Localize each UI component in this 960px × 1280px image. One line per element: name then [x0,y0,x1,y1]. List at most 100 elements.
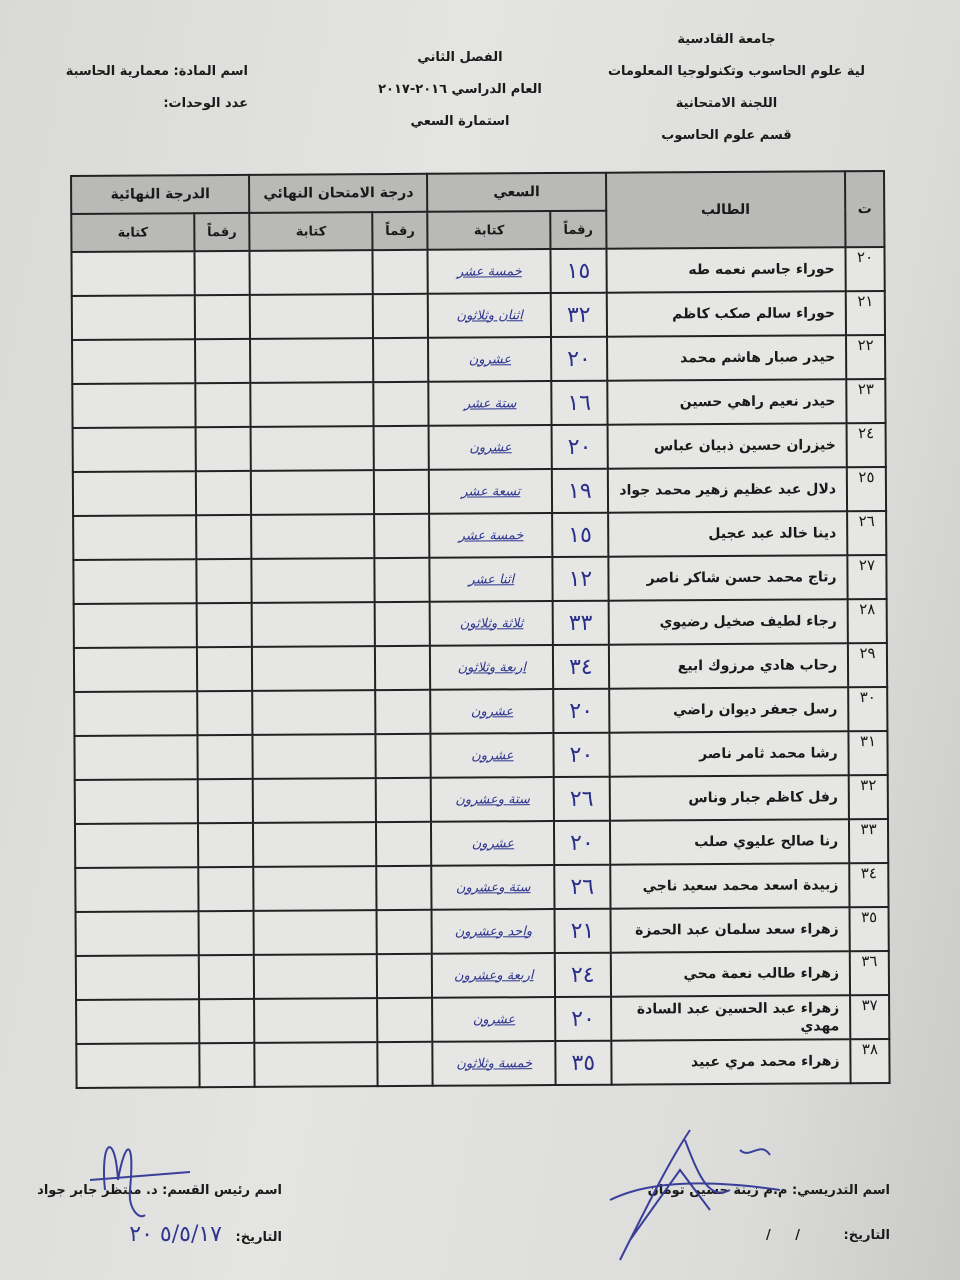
exam-digits [375,689,431,735]
exam-writing [250,338,374,383]
grades-table: ت الطالب السعي درجة الامتحان النهائي الد… [70,170,891,1089]
table-row: ٣٠ رسل جعفر ديوان راضي ٢٠ عشرون [74,686,888,736]
department-name: قسم علوم الحاسوب [661,128,792,143]
exam-writing [251,514,375,559]
row-index: ٢٥ [846,467,887,512]
table-row: ٢٤ خيزران حسين ذبيان عباس ٢٠ عشرون [72,423,886,472]
exam-digits [375,777,432,823]
final-writing [73,647,198,692]
department-head-name: اسم رئيس القسم: د. منتظر جابر جواد [37,1183,282,1198]
exam-writing [253,822,377,867]
student-name: رتاج محمد حسن شاكر ناصر [607,555,848,601]
final-writing [75,955,199,1000]
exam-digits [377,1041,433,1087]
coursework-digits: ٢٠ [553,732,610,778]
student-name: زهراء عبد الحسين عبد السادة مهدي [610,995,851,1041]
table-row: ٣٢ رفل كاظم جبار وناس ٢٦ ستة وعشرون [74,774,888,824]
header-final-grade: الدرجة النهائية [71,174,250,214]
exam-digits [374,601,431,647]
row-index: ٢١ [845,291,886,336]
exam-writing [254,1042,378,1087]
final-writing [76,999,200,1044]
coursework-digits: ١٦ [551,380,608,426]
coursework-digits: ٣٤ [553,644,609,690]
final-digits [197,734,253,780]
header-coursework-digits: رقماً [550,210,606,250]
coursework-digits: ٢٠ [551,424,608,470]
coursework-writing: ستة عشر [428,381,552,426]
table-row: ٢١ حوراء سالم صكب كاظم ٣٢ اثنان وثلاثون [71,291,886,340]
final-writing [74,735,198,780]
exam-writing [254,954,378,999]
coursework-writing: عشرون [431,821,555,866]
final-digits [195,470,252,516]
table-row: ٣٤ زبيدة اسعد محمد سعيد ناجي ٢٦ ستة وعشرون [75,862,889,912]
coursework-writing: عشرون [428,425,553,470]
exam-digits [373,425,430,471]
table-row: ٣٥ زهراء سعد سلمان عبد الحمزة ٢١ واحد وعشرو… [75,906,889,956]
final-digits [198,866,254,912]
instructor-date: / / [765,1228,810,1243]
coursework-writing: عشرون [430,733,554,778]
row-index: ٣٧ [850,994,890,1040]
coursework-digits: ٢٠ [555,996,611,1042]
student-name: زهراء سعد سلمان عبد الحمزة [610,907,850,953]
exam-digits [376,865,432,911]
table-row: ٢٣ حيدر نعيم راهي حسين ١٦ ستة عشر [72,379,886,428]
coursework-writing: خمسة عشر [427,249,551,294]
row-index: ٣١ [848,730,888,776]
final-writing [72,339,196,384]
coursework-writing: عشرون [428,337,552,382]
exam-digits [373,337,429,383]
exam-writing [251,470,375,515]
coursework-writing: خمسة وثلاثون [432,1041,556,1086]
institution-header: جامعة القادسية لية علوم الحاسوب وتكنولوج… [608,32,865,160]
coursework-writing: ثلاثة وثلاثون [429,601,554,646]
final-digits [195,426,252,472]
student-name: زهراء طالب نعمة محي [610,951,851,997]
coursework-writing: اربعة وعشرون [432,953,556,998]
coursework-writing: عشرون [430,689,554,734]
header-final-exam: درجة الامتحان النهائي [249,173,428,213]
coursework-writing: اثنا عشر [429,557,553,602]
coursework-writing: اثنان وثلاثون [428,293,552,338]
coursework-digits: ٢٠ [554,820,610,866]
head-signature [89,1146,191,1218]
exam-digits [373,469,430,515]
table-row: ٢٢ حيدر صبار هاشم محمد ٢٠ عشرون [72,335,886,384]
student-name: حيدر نعيم راهي حسين [606,379,847,425]
exam-digits [372,249,429,295]
coursework-digits: ١٩ [552,468,608,514]
final-writing [72,427,196,472]
header-exam-digits: رقماً [372,211,428,251]
exam-writing [251,602,375,647]
student-name: رشا محمد ثامر ناصر [608,731,849,777]
student-name: دلال عبد عظيم زهير محمد جواد [607,467,848,513]
final-writing [71,251,195,296]
final-writing [71,295,195,340]
table-row: ٢٩ رحاب هادي مرزوك ابيع ٣٤ اربعة وثلاثون [73,642,888,692]
coursework-digits: ٣٥ [555,1040,612,1086]
coursework-digits: ٢١ [554,908,611,954]
header-index: ت [845,171,885,248]
coursework-digits: ١٥ [552,512,608,558]
committee-name: اللجنة الامتحانية [675,96,778,111]
university-name: جامعة القادسية [677,32,776,47]
coursework-writing: ستة وعشرون [431,777,555,822]
row-index: ٢٩ [847,642,888,688]
final-digits [198,910,255,956]
coursework-writing: عشرون [432,997,556,1042]
row-index: ٣٤ [849,862,889,908]
header-coursework-writing: كتابة [427,211,551,250]
course-header: اسم المادة: معمارية الحاسبة عدد الوحدات: [66,64,248,128]
final-digits [199,1042,255,1088]
final-digits [195,382,251,428]
final-digits [196,646,253,692]
row-index: ٢٣ [846,379,886,424]
exam-digits [376,909,433,955]
coursework-digits: ٢٤ [554,952,611,998]
table-row: ٢٨ رجاء لطيف صخيل رضيوي ٣٣ ثلاثة وثلاثون [73,598,887,648]
coursework-digits: ١٢ [552,556,609,602]
final-writing [72,383,196,428]
student-name: رفل كاظم جبار وناس [609,775,850,821]
